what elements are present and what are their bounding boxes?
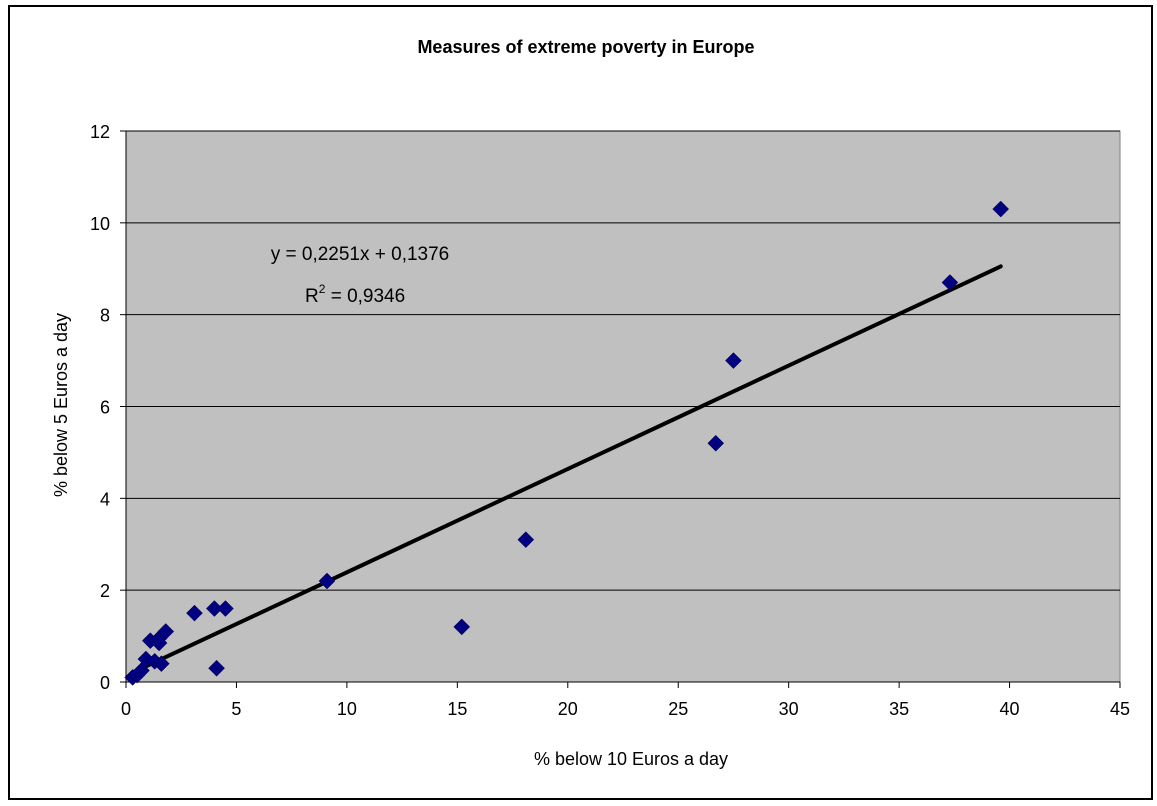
data-point [206, 600, 223, 617]
x-tick-label: 35 [889, 699, 909, 719]
y-axis-title: % below 5 Euros a day [51, 313, 71, 497]
trendline [130, 264, 1003, 675]
y-tick-label: 10 [90, 214, 110, 234]
x-axis-title: % below 10 Euros a day [534, 749, 728, 769]
data-point [318, 572, 336, 590]
data-point [217, 600, 234, 617]
r-squared: R2 = 0,9346 [305, 282, 405, 307]
data-point [208, 659, 225, 677]
y-tick-label: 2 [100, 581, 110, 601]
x-tick-label: 15 [447, 699, 467, 719]
x-tick-label: 0 [121, 699, 131, 719]
trendline-equation: y = 0,2251x + 0,1376 [271, 244, 450, 265]
r-squared-value: = 0,9346 [325, 286, 405, 307]
data-points [124, 200, 1010, 686]
x-tick-label: 45 [1110, 699, 1130, 719]
y-tick-label: 0 [100, 673, 110, 693]
data-point [941, 274, 959, 291]
data-point [186, 604, 203, 622]
gridlines [126, 130, 1120, 591]
chart-title: Measures of extreme poverty in Europe [417, 37, 754, 57]
x-tick-label: 40 [1000, 699, 1020, 719]
y-axis-ticks: 0 2 4 6 8 10 12 [90, 122, 126, 693]
r-squared-exponent: 2 [319, 282, 326, 296]
x-axis-ticks: 0 5 10 15 20 25 30 35 40 45 [121, 682, 1130, 719]
x-tick-label: 30 [779, 699, 799, 719]
x-tick-label: 20 [558, 699, 578, 719]
data-point [725, 352, 742, 369]
data-point [517, 531, 535, 549]
data-point [992, 200, 1010, 218]
y-tick-label: 8 [100, 306, 110, 326]
data-point [707, 434, 725, 452]
y-tick-label: 6 [100, 398, 110, 418]
r-squared-label: R [305, 286, 319, 307]
y-tick-label: 4 [100, 489, 110, 509]
data-point [453, 618, 471, 636]
x-tick-label: 25 [668, 699, 688, 719]
x-tick-label: 10 [337, 699, 357, 719]
y-tick-label: 12 [90, 122, 110, 142]
data-point [152, 655, 170, 672]
data-point [157, 623, 175, 640]
x-tick-label: 5 [231, 699, 241, 719]
